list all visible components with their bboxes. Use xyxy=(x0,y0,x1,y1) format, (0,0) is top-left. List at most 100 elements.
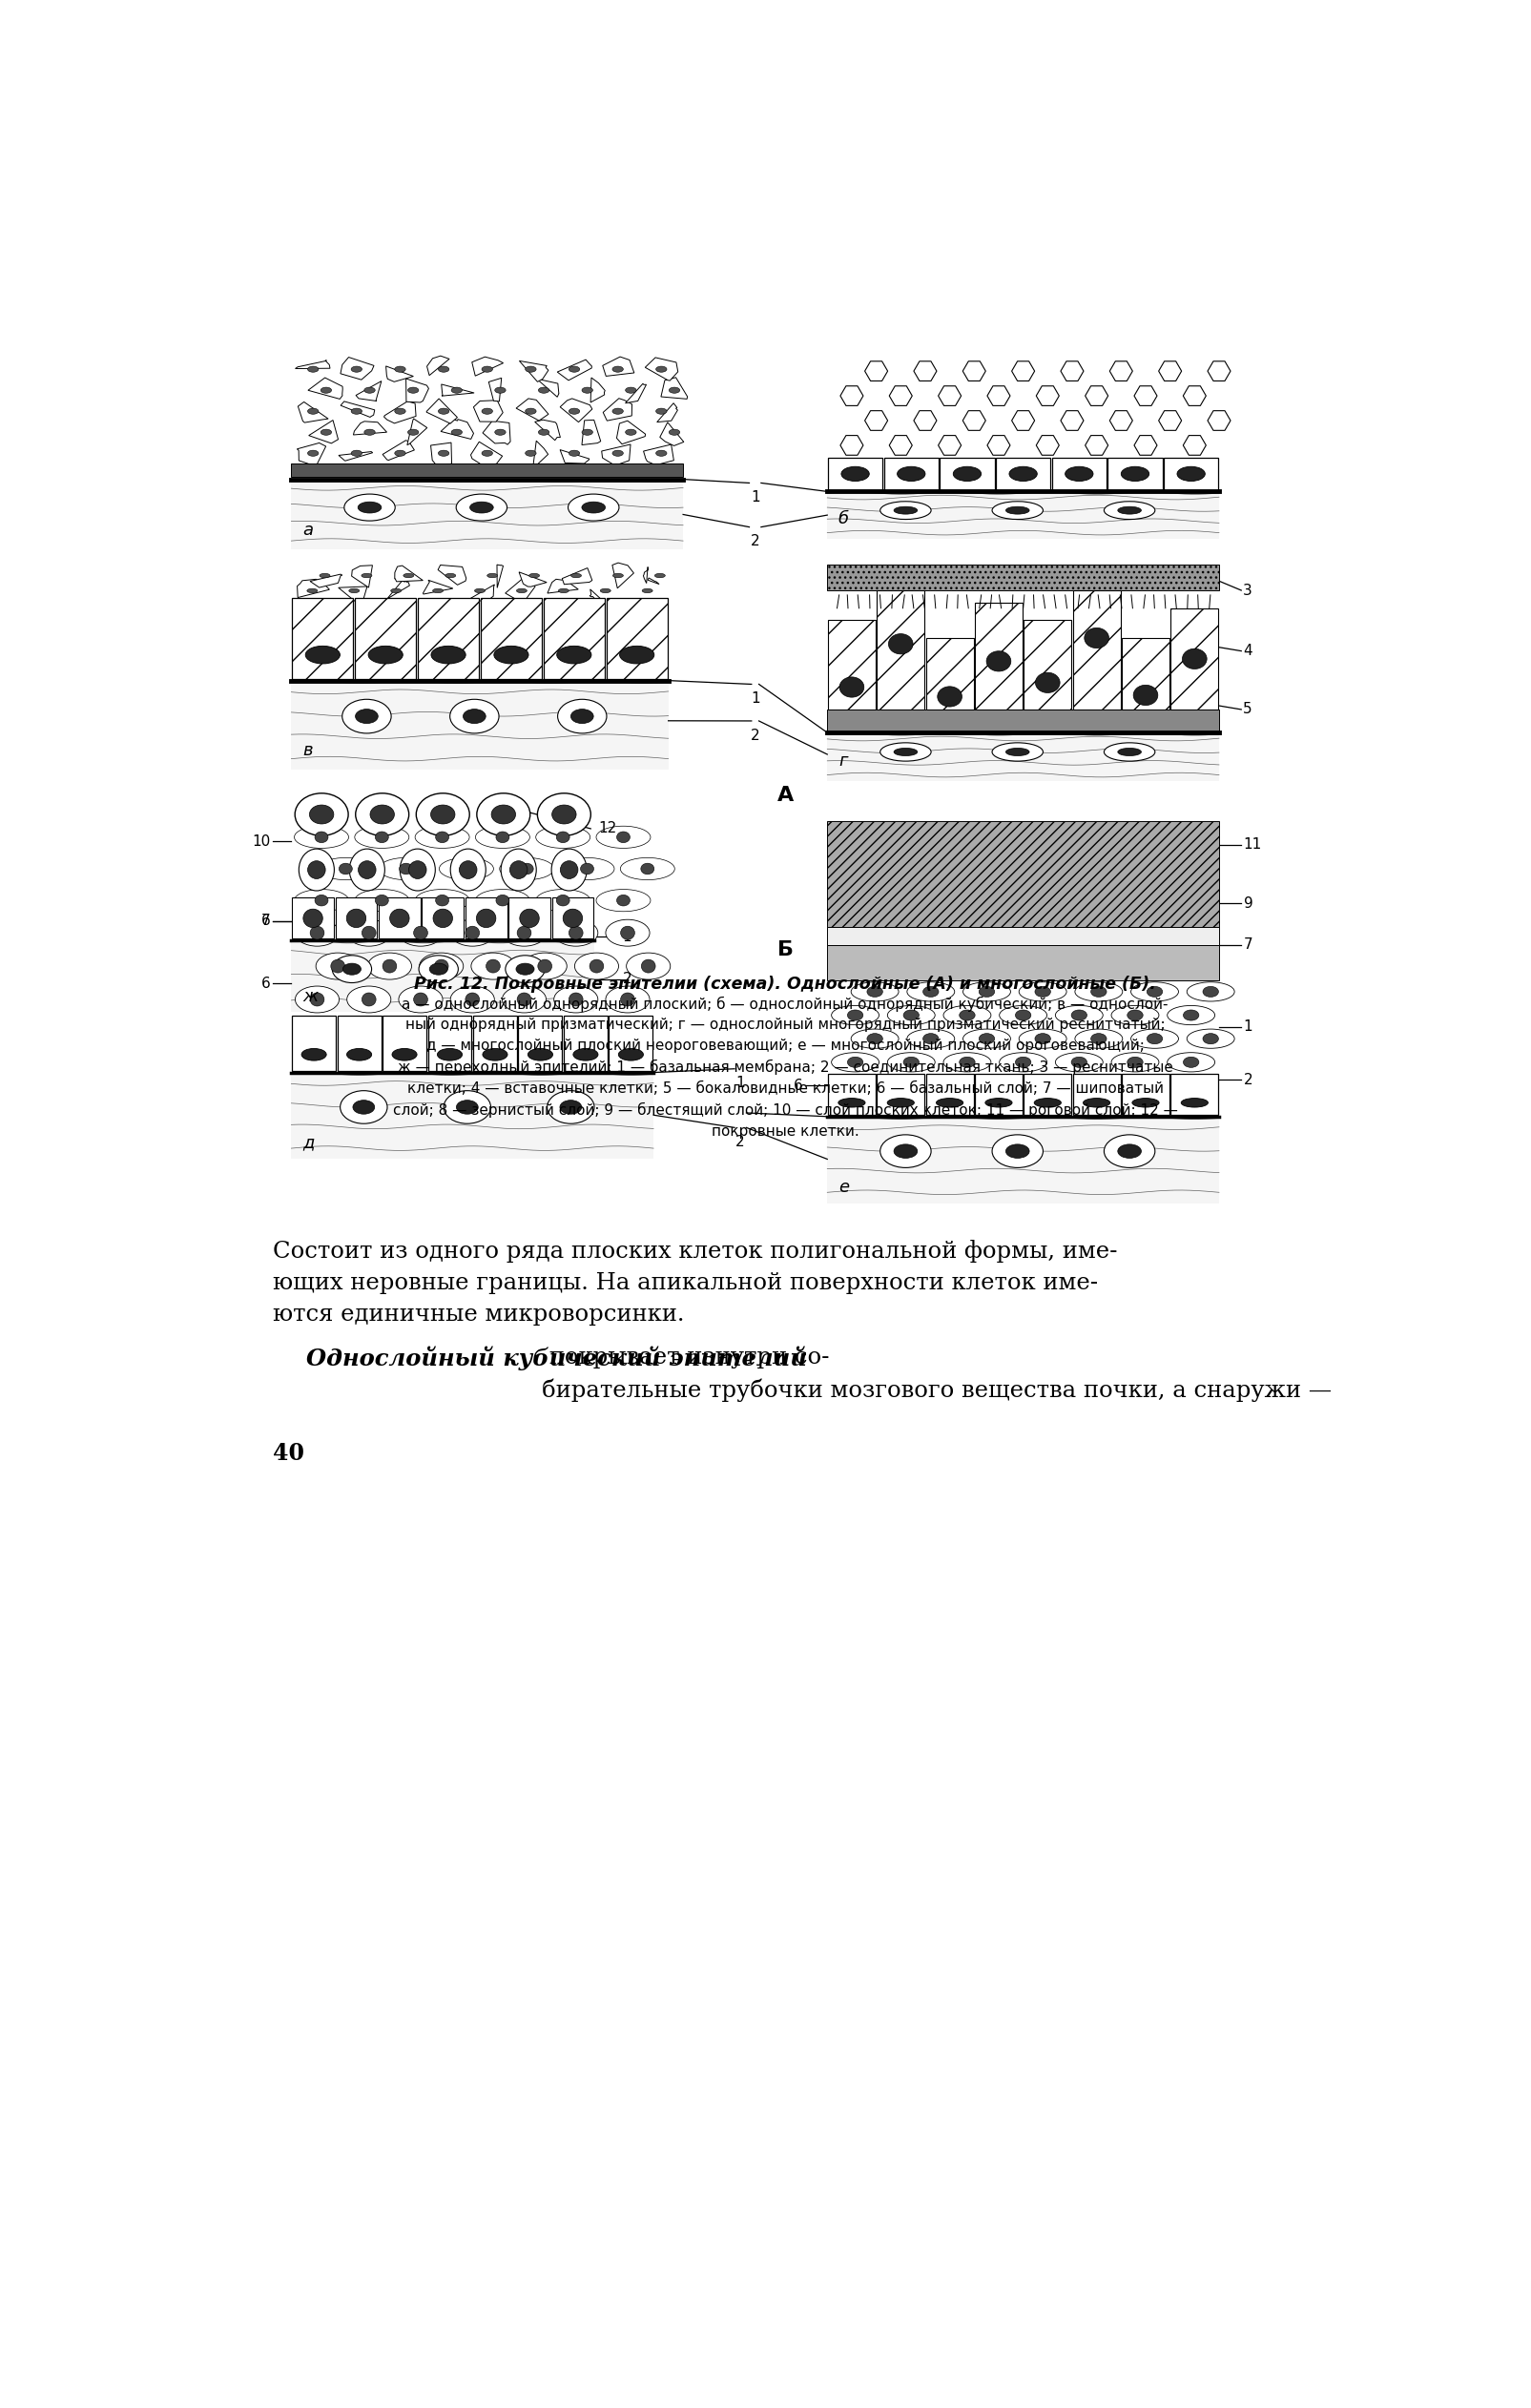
Ellipse shape xyxy=(612,450,623,455)
Bar xyxy=(827,621,874,710)
Ellipse shape xyxy=(465,992,479,1007)
Polygon shape xyxy=(660,421,683,445)
Bar xyxy=(827,458,882,491)
Ellipse shape xyxy=(395,409,406,414)
Ellipse shape xyxy=(1015,1009,1030,1021)
Ellipse shape xyxy=(952,467,980,482)
Text: б: б xyxy=(837,510,848,527)
Ellipse shape xyxy=(1131,1098,1159,1108)
Ellipse shape xyxy=(528,1047,553,1060)
Polygon shape xyxy=(603,397,632,421)
Ellipse shape xyxy=(617,831,629,843)
Polygon shape xyxy=(406,378,429,402)
Ellipse shape xyxy=(450,920,495,946)
Ellipse shape xyxy=(395,366,406,373)
Ellipse shape xyxy=(1118,749,1141,756)
Ellipse shape xyxy=(493,645,528,665)
Bar xyxy=(1107,458,1162,491)
Ellipse shape xyxy=(476,910,496,927)
Ellipse shape xyxy=(358,862,375,879)
Ellipse shape xyxy=(433,910,452,927)
Text: е: е xyxy=(837,1178,848,1197)
Ellipse shape xyxy=(1127,1009,1142,1021)
Bar xyxy=(292,597,354,679)
Bar xyxy=(995,458,1050,491)
Ellipse shape xyxy=(893,506,917,515)
Ellipse shape xyxy=(655,409,666,414)
Ellipse shape xyxy=(605,987,649,1014)
Polygon shape xyxy=(657,402,677,421)
Ellipse shape xyxy=(847,1057,862,1067)
Ellipse shape xyxy=(612,366,623,373)
Ellipse shape xyxy=(318,857,372,879)
Ellipse shape xyxy=(308,409,318,414)
Polygon shape xyxy=(386,366,413,383)
Ellipse shape xyxy=(344,494,395,520)
Ellipse shape xyxy=(332,956,372,982)
Ellipse shape xyxy=(669,388,680,393)
Ellipse shape xyxy=(1133,684,1157,706)
Ellipse shape xyxy=(560,862,577,879)
Bar xyxy=(827,710,1219,732)
Ellipse shape xyxy=(364,429,375,436)
Ellipse shape xyxy=(375,831,389,843)
Ellipse shape xyxy=(502,920,547,946)
Ellipse shape xyxy=(554,920,597,946)
Polygon shape xyxy=(1059,361,1082,380)
Ellipse shape xyxy=(294,889,349,913)
Ellipse shape xyxy=(308,366,318,373)
Ellipse shape xyxy=(906,982,954,1002)
Ellipse shape xyxy=(475,588,485,592)
Ellipse shape xyxy=(521,862,533,874)
Bar xyxy=(418,597,479,679)
Bar xyxy=(1052,458,1105,491)
Bar xyxy=(827,563,1219,590)
Ellipse shape xyxy=(841,467,868,482)
Ellipse shape xyxy=(831,1007,879,1026)
Bar xyxy=(827,491,1219,539)
Ellipse shape xyxy=(505,956,545,982)
Ellipse shape xyxy=(943,1052,991,1072)
Ellipse shape xyxy=(1082,1098,1110,1108)
Ellipse shape xyxy=(361,992,375,1007)
Ellipse shape xyxy=(517,927,531,939)
Ellipse shape xyxy=(568,992,583,1007)
Ellipse shape xyxy=(1176,467,1205,482)
Ellipse shape xyxy=(367,954,412,980)
Polygon shape xyxy=(297,443,326,467)
Bar xyxy=(544,597,605,679)
Text: 6: 6 xyxy=(262,915,271,929)
Ellipse shape xyxy=(341,698,390,734)
Ellipse shape xyxy=(992,742,1043,761)
Polygon shape xyxy=(516,400,548,421)
Ellipse shape xyxy=(536,889,589,913)
Ellipse shape xyxy=(669,429,680,436)
Text: 1: 1 xyxy=(1243,1021,1252,1033)
Bar xyxy=(481,597,542,679)
Polygon shape xyxy=(591,378,605,402)
Polygon shape xyxy=(468,585,495,602)
Ellipse shape xyxy=(1084,628,1108,648)
Polygon shape xyxy=(617,421,645,443)
Polygon shape xyxy=(612,563,634,588)
Text: 11: 11 xyxy=(1243,838,1262,852)
Ellipse shape xyxy=(640,862,654,874)
Ellipse shape xyxy=(383,958,397,973)
Bar xyxy=(291,681,668,771)
Polygon shape xyxy=(427,356,449,376)
Ellipse shape xyxy=(1104,742,1154,761)
Ellipse shape xyxy=(903,1057,919,1067)
Ellipse shape xyxy=(1147,987,1162,997)
Polygon shape xyxy=(340,356,374,380)
Ellipse shape xyxy=(1187,1028,1234,1047)
Ellipse shape xyxy=(958,1009,974,1021)
Ellipse shape xyxy=(510,862,527,879)
Polygon shape xyxy=(1182,385,1205,405)
Ellipse shape xyxy=(560,857,614,879)
Ellipse shape xyxy=(867,1033,882,1045)
Ellipse shape xyxy=(400,850,435,891)
Polygon shape xyxy=(354,421,386,436)
Ellipse shape xyxy=(867,987,882,997)
Polygon shape xyxy=(430,443,452,465)
Ellipse shape xyxy=(452,388,462,393)
